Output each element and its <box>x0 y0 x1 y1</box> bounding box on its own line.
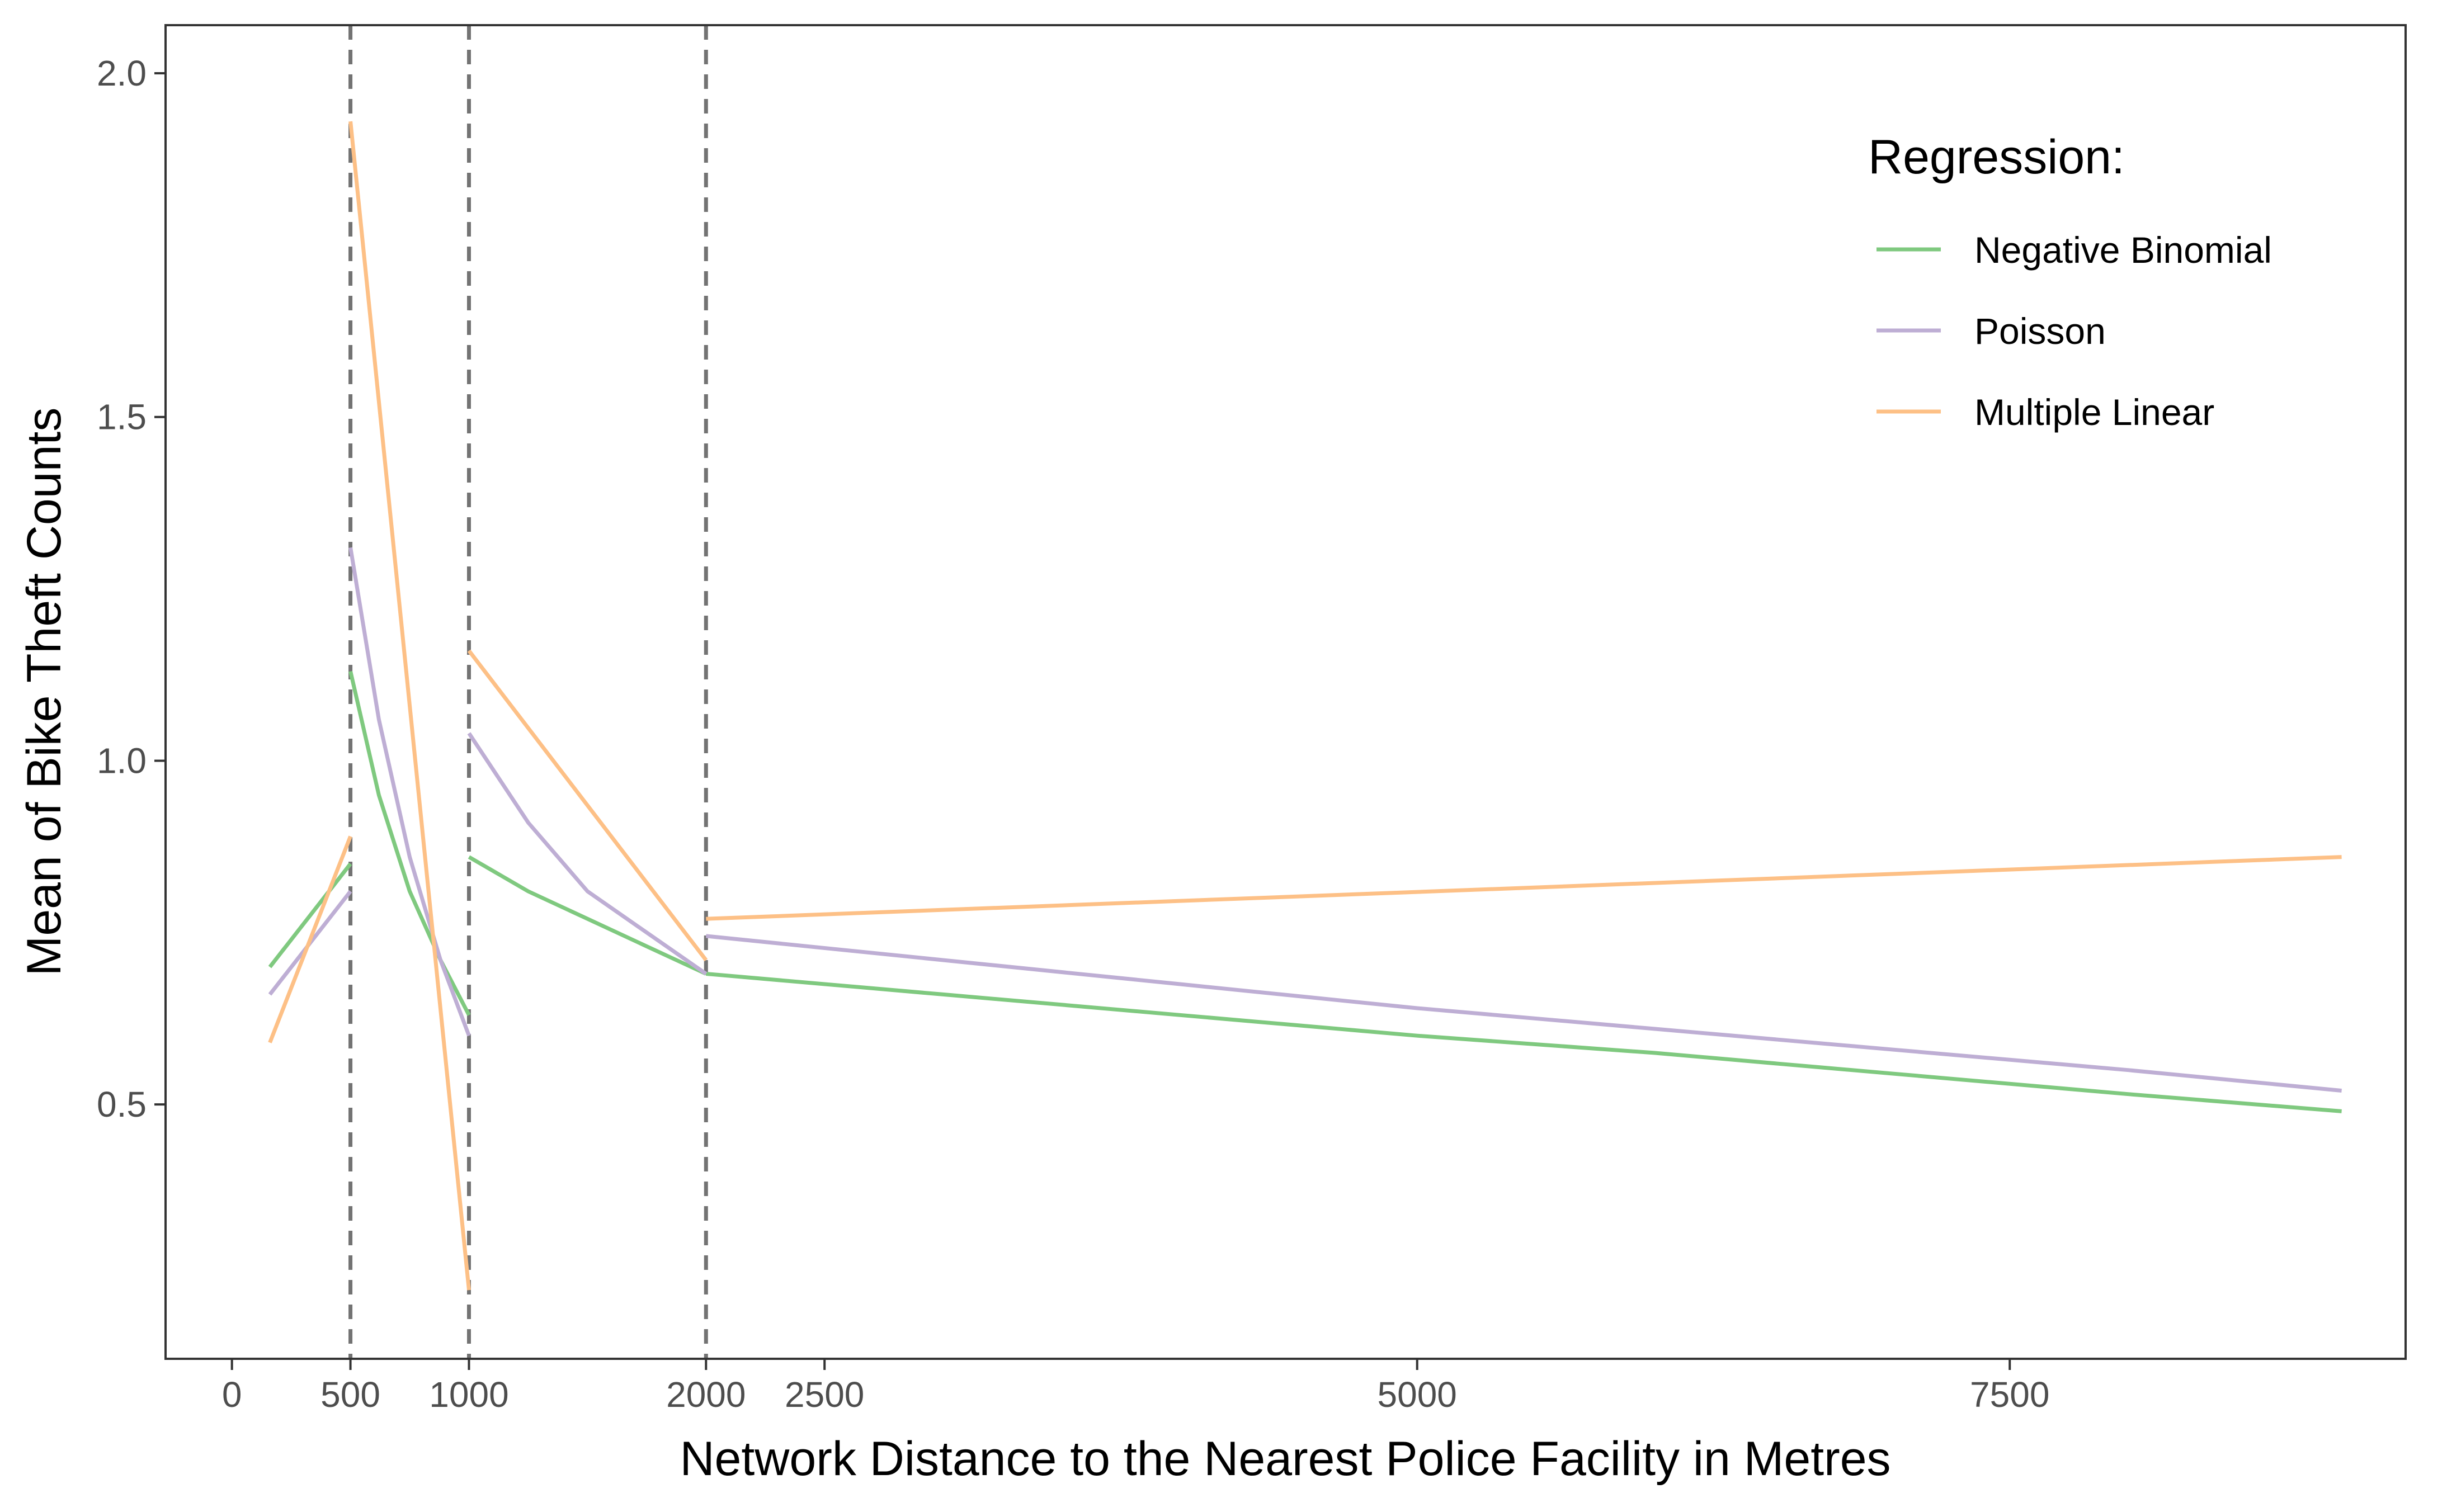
series-line-poisson-segment-3 <box>467 732 708 976</box>
series-line-negative-binomial-segment-1 <box>268 862 352 968</box>
series-line-negative-binomial-segment-2 <box>348 670 471 1016</box>
legend-label-negative-binomial: Negative Binomial <box>1974 229 2272 271</box>
x-tick-label-0: 0 <box>222 1374 242 1415</box>
series-line-negative-binomial-segment-4 <box>705 972 2342 1113</box>
y-tick-label-2.0: 2.0 <box>97 53 147 93</box>
legend-label-multiple-linear: Multiple Linear <box>1974 391 2214 433</box>
y-tick-label-1.5: 1.5 <box>97 397 147 437</box>
series-lines <box>268 121 2342 1291</box>
y-axis-title: Mean of Bike Theft Counts <box>17 408 71 976</box>
x-tick-label-2000: 2000 <box>666 1374 746 1415</box>
series-line-poisson-segment-2 <box>348 547 471 1037</box>
series-line-negative-binomial-segment-3 <box>468 855 707 976</box>
series-line-multiple-linear-segment-2 <box>348 121 471 1291</box>
series-line-multiple-linear-segment-4 <box>706 855 2342 921</box>
x-tick-label-5000: 5000 <box>1378 1374 1457 1415</box>
reference-lines <box>348 25 708 1359</box>
legend: Regression: Negative Binomial Poisson Mult… <box>1868 130 2272 433</box>
series-line-multiple-linear-segment-3 <box>467 649 708 962</box>
x-axis-title: Network Distance to the Nearest Police F… <box>680 1432 1890 1486</box>
y-axis: 0.5 1.0 1.5 2.0 <box>97 53 166 1124</box>
x-tick-label-500: 500 <box>320 1374 380 1415</box>
y-tick-label-1.0: 1.0 <box>97 740 147 781</box>
series-line-poisson-segment-4 <box>705 934 2342 1093</box>
series-line-multiple-linear-segment-1 <box>268 835 352 1043</box>
x-tick-label-1000: 1000 <box>429 1374 508 1415</box>
x-tick-label-7500: 7500 <box>1970 1374 2049 1415</box>
legend-title: Regression: <box>1868 130 2125 184</box>
legend-label-poisson: Poisson <box>1974 310 2106 352</box>
panel-border <box>164 24 2407 1360</box>
x-axis: 0 500 1000 2000 2500 5000 7500 <box>222 1359 2049 1415</box>
x-tick-label-2500: 2500 <box>785 1374 864 1415</box>
y-tick-label-0.5: 0.5 <box>97 1084 147 1124</box>
